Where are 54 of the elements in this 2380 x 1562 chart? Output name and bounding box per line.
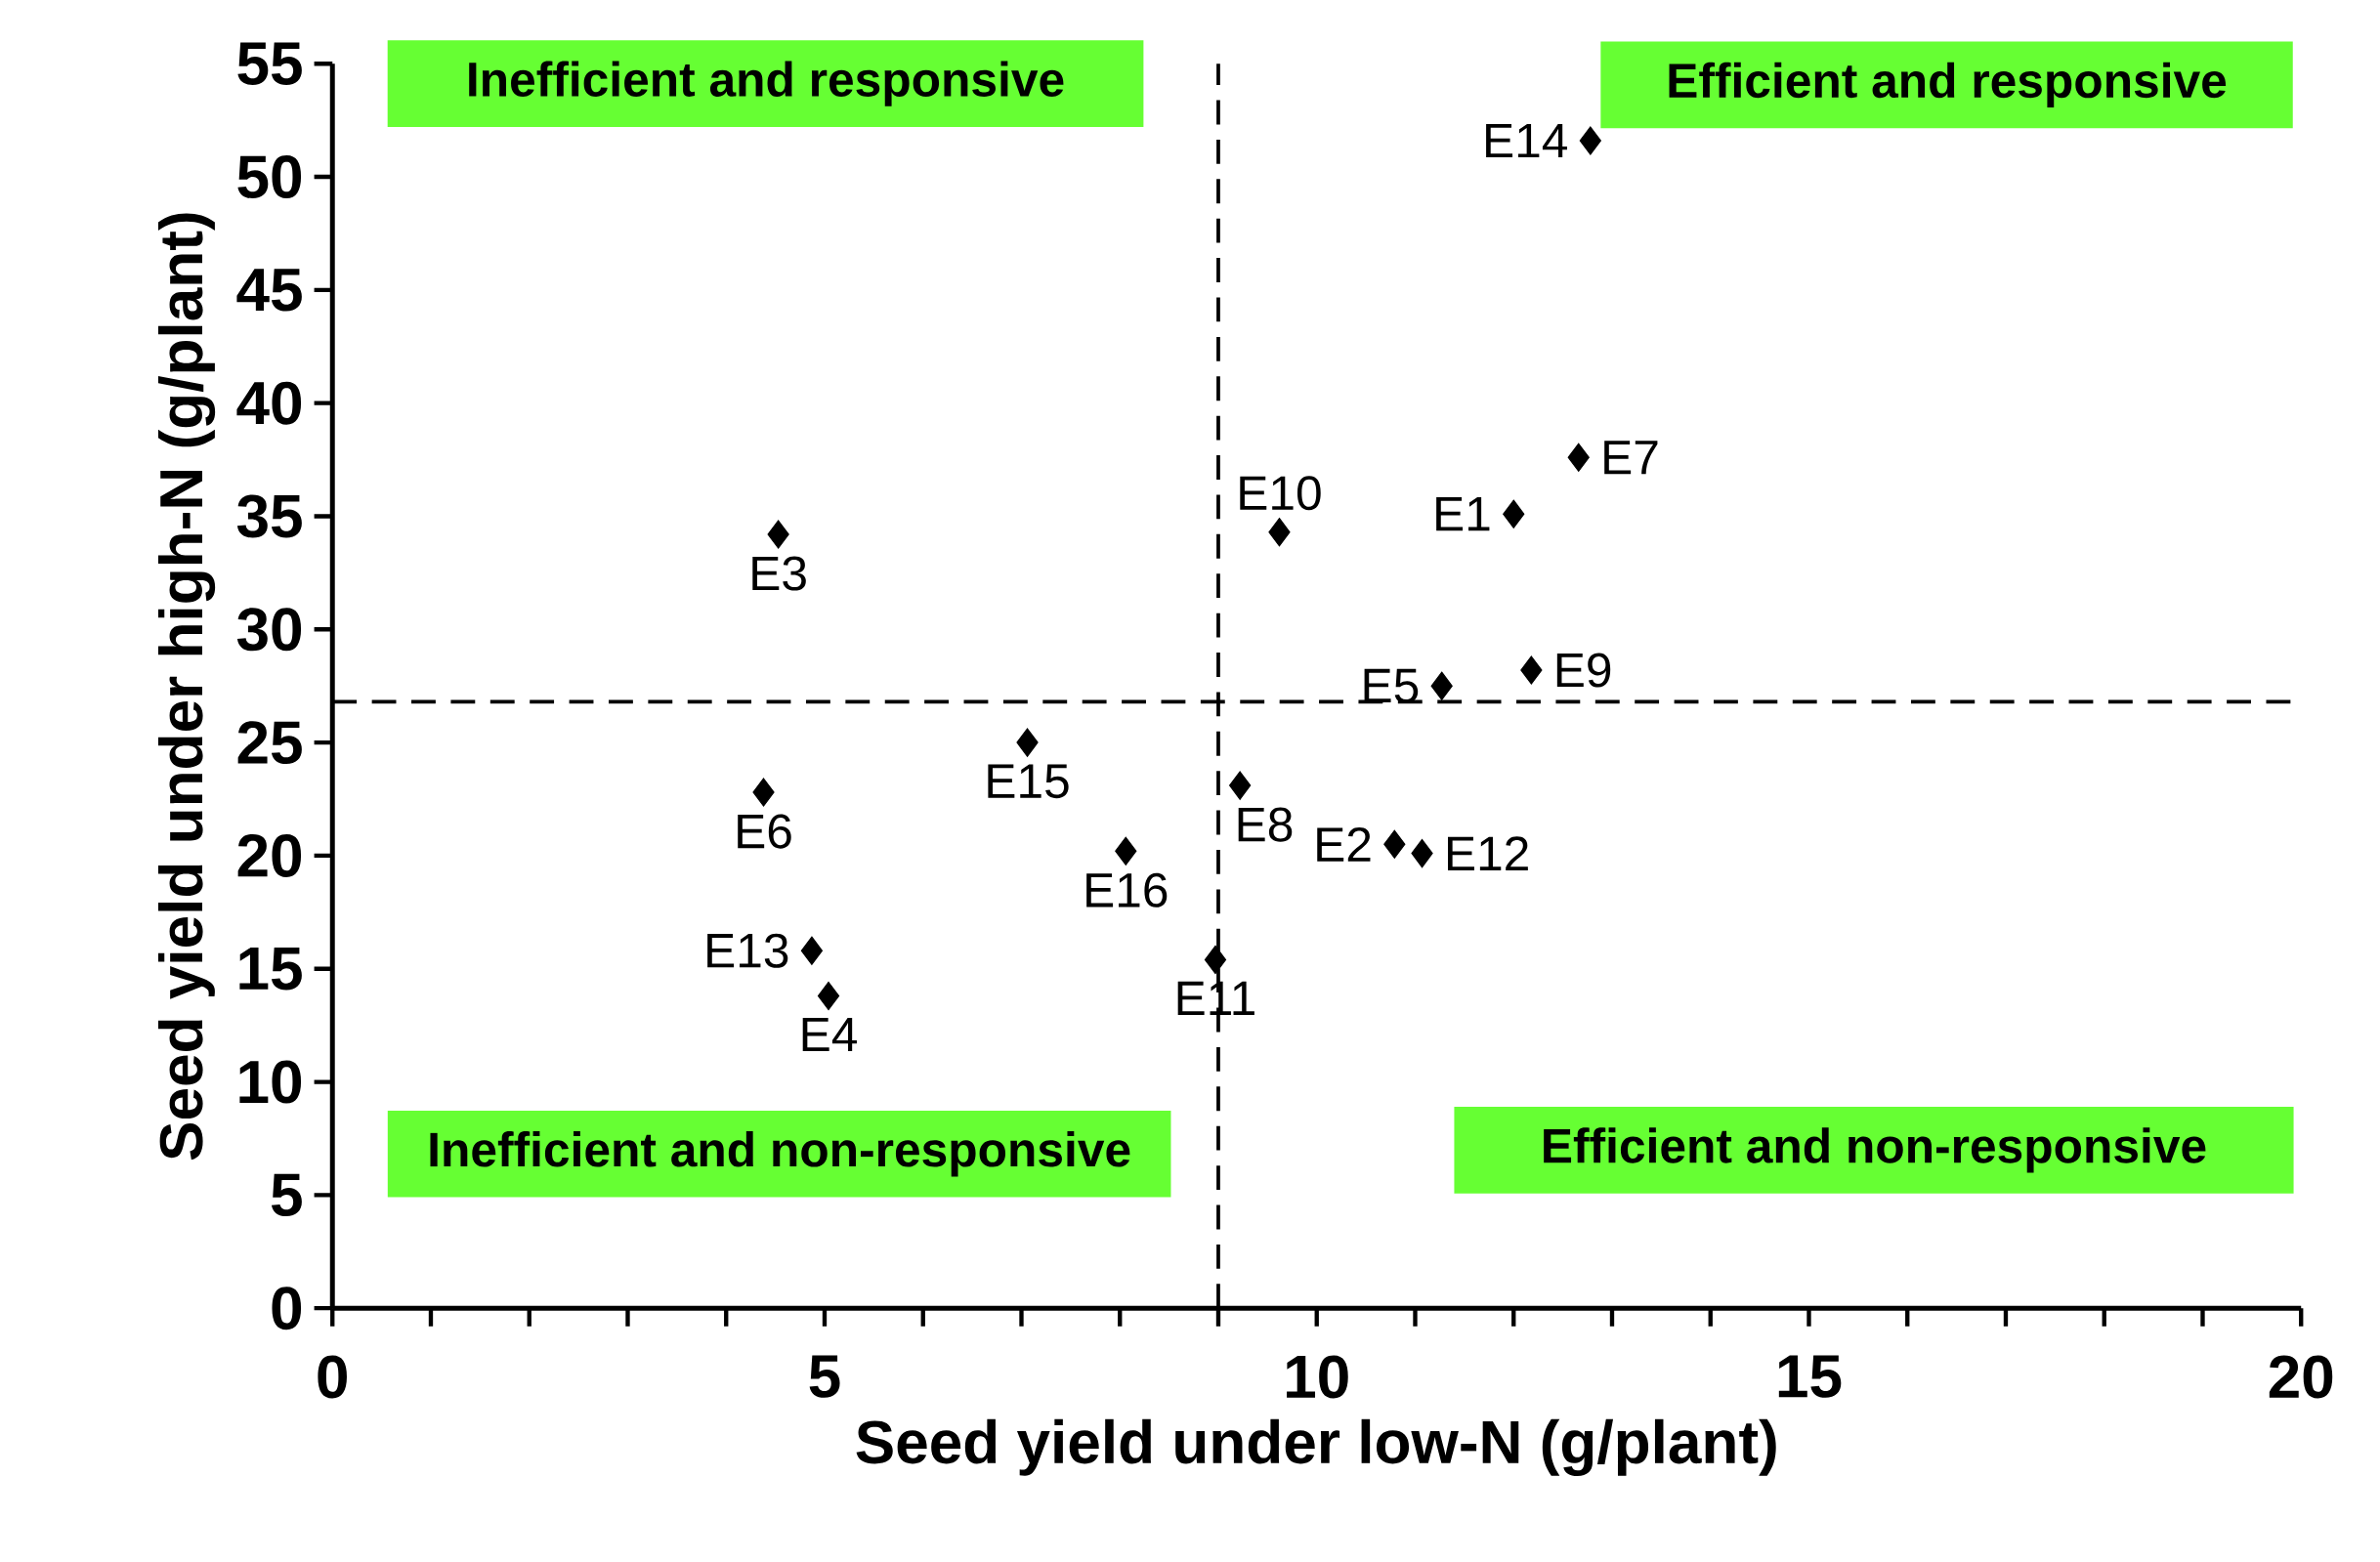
- point: [1204, 946, 1227, 975]
- y-tick-label: 5: [271, 1173, 302, 1217]
- annotation: E10: [1240, 476, 1321, 511]
- annotation: E4: [802, 1018, 857, 1052]
- annotation: E7: [1604, 441, 1658, 475]
- annotation: E2: [1317, 827, 1371, 862]
- point: [1268, 518, 1291, 547]
- y-tick-label: 50: [237, 155, 302, 199]
- y-tick-label: 0: [272, 1287, 302, 1330]
- point: [767, 520, 789, 549]
- y-tick-label: 20: [237, 834, 302, 878]
- x-tick-label: 15: [1778, 1355, 1842, 1398]
- point: [1567, 443, 1590, 473]
- point: [1383, 829, 1406, 860]
- y-tick-label: 10: [239, 1060, 302, 1104]
- annotation: E11: [1177, 982, 1254, 1016]
- point: [817, 982, 840, 1011]
- point: [1579, 126, 1601, 155]
- x-tick-label: 20: [2269, 1355, 2333, 1399]
- y-tick-label: 40: [236, 381, 302, 425]
- x-tick-label: 10: [1287, 1355, 1348, 1399]
- point: [1503, 499, 1525, 528]
- annotation: E16: [1086, 872, 1168, 908]
- annotation: Inefficient and non-responsive: [430, 1131, 1130, 1177]
- annotation: E3: [752, 556, 806, 591]
- y-tick-label: 30: [236, 608, 302, 652]
- point: [1229, 771, 1252, 800]
- annotation: E8: [1238, 807, 1293, 842]
- x-tick-label: 0: [318, 1355, 347, 1399]
- y-tick-label: 55: [237, 42, 302, 86]
- point: [800, 936, 823, 965]
- y-tick-label: 25: [237, 721, 302, 765]
- y-tick-label: 15: [239, 948, 302, 991]
- point: [1411, 839, 1433, 868]
- point: [1520, 655, 1543, 685]
- y-tick-label: 45: [236, 269, 302, 312]
- y-axis-title: Seed yield under high-N (g/plant): [157, 213, 216, 1161]
- annotation: E12: [1448, 836, 1528, 871]
- point: [1016, 728, 1039, 757]
- annotation: E15: [988, 764, 1069, 799]
- annotation: Efficient and responsive: [1669, 62, 2227, 108]
- annotation: E14: [1486, 124, 1567, 158]
- point: [1115, 836, 1137, 866]
- annotation: E6: [738, 814, 791, 849]
- annotation: E13: [707, 933, 788, 968]
- x-axis-title: Seed yield under low-N (g/plant): [856, 1418, 1776, 1477]
- annotation: Efficient and non-responsive: [1544, 1127, 2206, 1173]
- point: [1430, 671, 1453, 700]
- annotation: E9: [1556, 653, 1611, 688]
- annotation: Inefficient and responsive: [469, 61, 1064, 106]
- y-tick-label: 35: [236, 494, 302, 538]
- point: [752, 778, 775, 807]
- x-tick-label: 5: [809, 1355, 840, 1398]
- annotation: E1: [1436, 497, 1490, 531]
